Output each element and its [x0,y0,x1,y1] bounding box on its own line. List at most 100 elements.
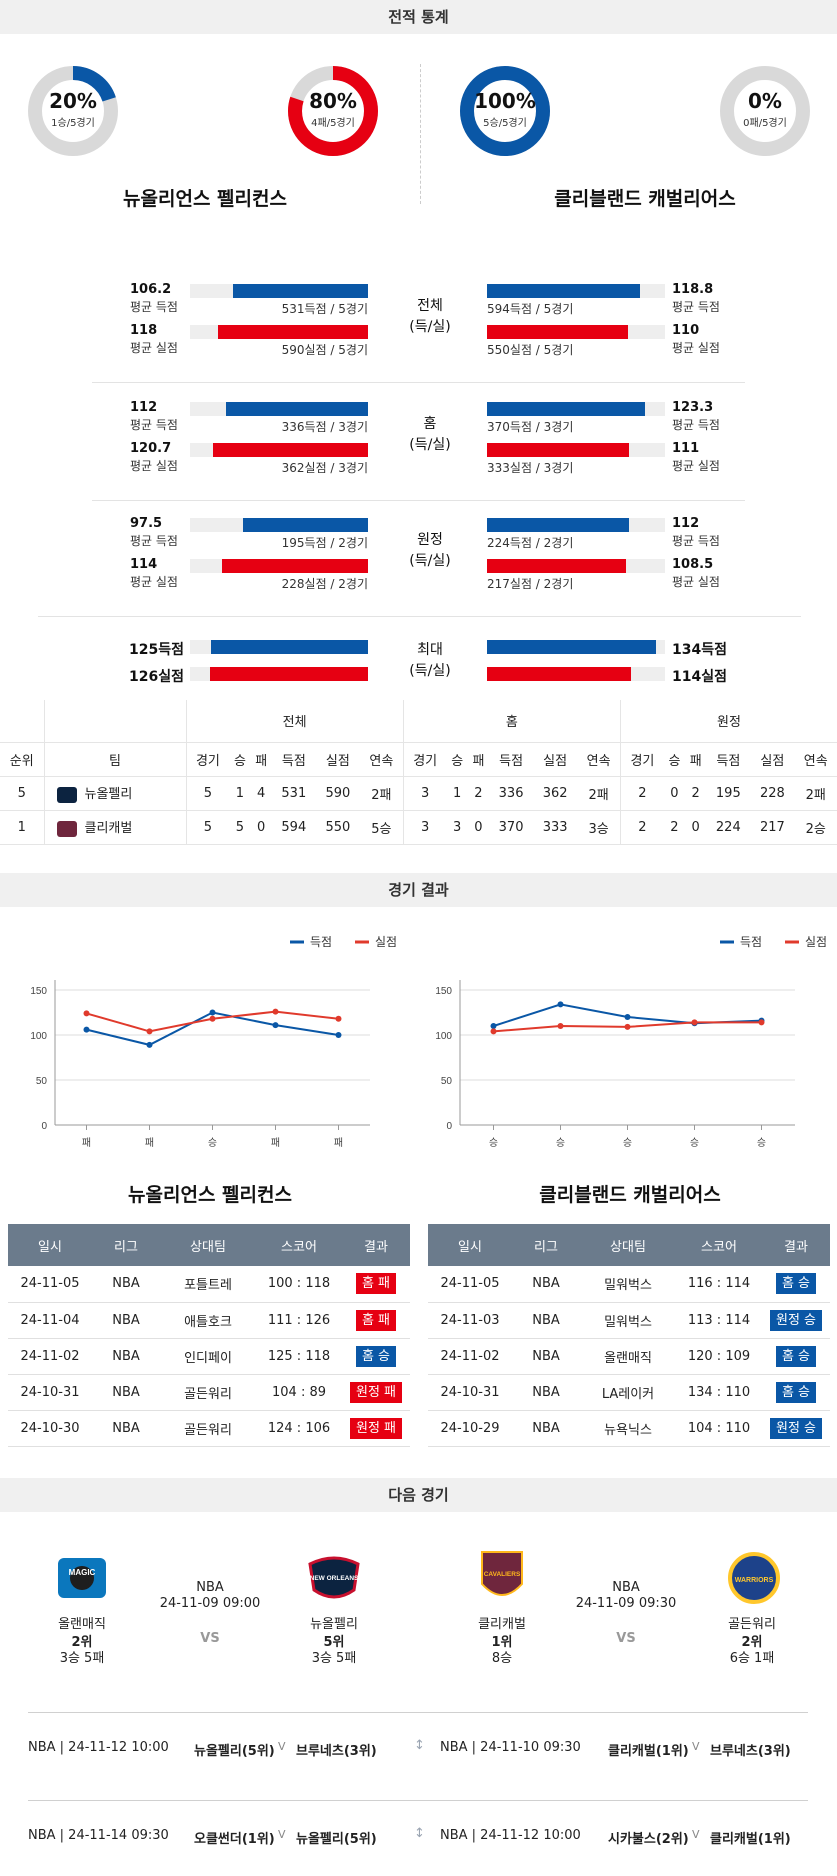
date-cell: 24-10-30 [8,1410,92,1447]
results-table-left: 일시 리그 상대팀 스코어 결과 24-11-05 NBA 포틀트레 100 : 118 홈 패… [8,1224,410,1447]
away-team-name[interactable]: 뉴올펠리 [310,1617,358,1632]
stat-cell: 5승 [359,810,404,845]
y-tick-label: 50 [441,1076,453,1087]
y-tick-label: 0 [446,1121,452,1132]
opponent-cell[interactable]: 인디페이 [160,1338,256,1375]
data-point[interactable] [691,1019,698,1026]
stat-value: 108.5 [672,557,714,572]
upcoming-team[interactable]: 시카불스(2위) [608,1832,689,1847]
opponent-cell[interactable]: 뉴욕닉스 [580,1410,676,1447]
opponent-cell[interactable]: 골든워리 [160,1410,256,1447]
data-point[interactable] [335,1015,342,1022]
result-cell: 원정 패 [342,1374,410,1411]
upcoming-team[interactable]: 브루네츠(3위) [296,1744,377,1759]
table-row[interactable]: 24-10-31 NBA 골든워리 104 : 89 원정 패 [8,1374,410,1411]
results-col-header: 일시 [428,1224,512,1266]
warriors-logo-icon[interactable]: WARRIORS [726,1548,782,1608]
opponent-cell[interactable]: LA레이커 [580,1374,676,1411]
table-row[interactable]: 5 뉴올펠리 5 1 4 531 590 2패 3 1 2 336 362 2패 2 0 2 195 228 2패 [0,776,837,811]
data-point[interactable] [209,1015,216,1022]
data-point[interactable] [272,1008,279,1015]
group-home: 홈 [403,700,622,743]
results-right: 일시 리그 상대팀 스코어 결과 24-11-05 NBA 밀워벅스 116 : 114 홈 승… [428,1224,830,1447]
legend-label: 실점 [805,935,827,949]
pelicans-logo-icon[interactable]: NEW ORLEANS [304,1550,364,1606]
upcoming-team[interactable]: 클리캐벌(1위) [710,1832,791,1847]
svg-text:CAVALIERS: CAVALIERS [484,1571,521,1578]
away-team-record: 3승 5패 [311,1651,357,1666]
table-row[interactable]: 1 클리캐벌 5 5 0 594 550 5승 3 3 0 370 333 3승 2 2 0 224 217 2승 [0,810,837,845]
standings-col-header: 패 [467,742,490,777]
stat-cell: 2패 [794,776,837,811]
cavaliers-logo-icon[interactable]: CAVALIERS [476,1548,528,1608]
team-name: 뉴올펠리 [84,787,133,803]
opponent-cell[interactable]: 포틀트레 [160,1266,256,1303]
ring-loss-rate-left: 80% 4패/5경기 [286,64,380,158]
league-cell: NBA [92,1266,160,1303]
table-row[interactable]: 24-11-02 NBA 올랜매직 120 : 109 홈 승 [428,1338,830,1375]
score-cell: 104 : 110 [676,1410,762,1447]
data-point[interactable] [557,1023,564,1029]
results-col-header: 스코어 [256,1224,342,1266]
upcoming-meta: NBA | 24-11-12 10:00 [440,1828,581,1843]
data-point[interactable] [490,1028,497,1035]
ring-sub: 1승/5경기 [51,118,95,129]
standings-col-header: 경기 [403,742,447,777]
data-point[interactable] [83,1010,90,1017]
stat-cell: 5 [186,776,230,811]
team-cell[interactable]: 클리캐벌 [44,810,187,845]
data-point[interactable] [146,1041,153,1048]
date-cell: 24-10-31 [8,1374,92,1411]
data-point[interactable] [83,1026,90,1033]
score-cell: 120 : 109 [676,1338,762,1375]
away-team-rank: 5위 [323,1635,345,1650]
group-overall: 전체 [186,700,404,743]
upcoming-team[interactable]: 브루네츠(3위) [710,1744,791,1759]
data-point[interactable] [557,1001,564,1008]
upcoming-vs: V [692,1740,700,1753]
home-team-name[interactable]: 클리캐벌 [478,1617,526,1632]
table-row[interactable]: 24-11-02 NBA 인디페이 125 : 118 홈 승 [8,1338,410,1375]
ring-percent: 20% [49,89,97,113]
result-badge: 홈 패 [355,1309,397,1331]
svg-text:MAGIC: MAGIC [69,1568,96,1577]
orlando-magic-logo-icon[interactable]: MAGIC [52,1550,112,1606]
data-point[interactable] [624,1014,631,1020]
upcoming-team[interactable]: 뉴올펠리(5위) [194,1744,275,1759]
upcoming-team[interactable]: 오클썬더(1위) [194,1832,275,1847]
opponent-cell[interactable]: 밀워벅스 [580,1266,676,1303]
team-cell[interactable]: 뉴올펠리 [44,776,187,811]
data-point[interactable] [209,1009,216,1016]
opponent-cell[interactable]: 밀워벅스 [580,1302,676,1339]
table-row[interactable]: 24-11-05 NBA 밀워벅스 116 : 114 홈 승 [428,1266,830,1303]
data-point[interactable] [490,1023,497,1029]
results-col-header: 리그 [512,1224,580,1266]
table-row[interactable]: 24-11-03 NBA 밀워벅스 113 : 114 원정 승 [428,1302,830,1339]
table-row[interactable]: 24-10-30 NBA 골든워리 124 : 106 원정 패 [8,1410,410,1447]
ring-chart [460,66,550,156]
data-point[interactable] [758,1019,765,1026]
table-row[interactable]: 24-10-31 NBA LA레이커 134 : 110 홈 승 [428,1374,830,1411]
opponent-cell[interactable]: 골든워리 [160,1374,256,1411]
league-cell: NBA [92,1410,160,1447]
ring-chart [28,66,118,156]
opponent-cell[interactable]: 올랜매직 [580,1338,676,1375]
stat-label: 평균 실점 [130,341,178,355]
away-team-name[interactable]: 골든워리 [728,1617,776,1632]
results-left: 일시 리그 상대팀 스코어 결과 24-11-05 NBA 포틀트레 100 : 118 홈 패… [8,1224,410,1447]
table-row[interactable]: 24-11-05 NBA 포틀트레 100 : 118 홈 패 [8,1266,410,1303]
data-point[interactable] [335,1032,342,1038]
table-row[interactable]: 24-10-29 NBA 뉴욕닉스 104 : 110 원정 승 [428,1410,830,1447]
stat-label: 평균 실점 [672,341,720,355]
chart-right: 0 50 100 150 승 승 승 승 승 득점 실점 [420,920,837,1165]
results-col-header: 일시 [8,1224,92,1266]
data-point[interactable] [624,1023,631,1030]
data-point[interactable] [146,1028,153,1035]
home-team-name[interactable]: 올랜매직 [58,1617,106,1632]
data-point[interactable] [272,1022,279,1029]
away-team-record: 6승 1패 [729,1651,775,1666]
table-row[interactable]: 24-11-04 NBA 애틀호크 111 : 126 홈 패 [8,1302,410,1339]
upcoming-team[interactable]: 뉴올펠리(5위) [296,1832,377,1847]
opponent-cell[interactable]: 애틀호크 [160,1302,256,1339]
upcoming-team[interactable]: 클리캐벌(1위) [608,1744,689,1759]
